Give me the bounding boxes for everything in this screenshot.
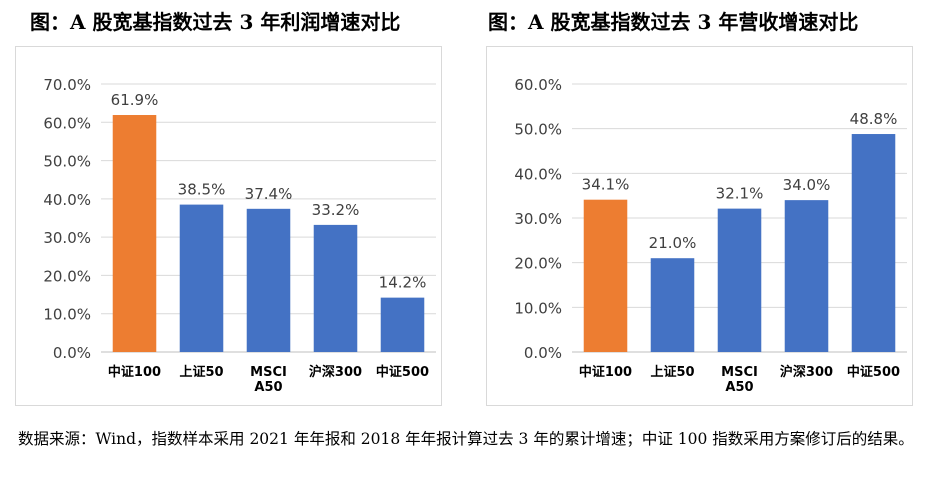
profit-category-label: 中证500 (376, 364, 429, 380)
profit-bar (246, 208, 291, 352)
revenue-data-label: 34.1% (582, 176, 630, 194)
profit-category-label: 上证50 (179, 365, 223, 380)
revenue-bar (717, 208, 762, 352)
profit-growth-chart: 0.0% 10.0% 20.0% 30.0% 40.0% 50.0% 60.0% 70.0% 6… (15, 46, 442, 406)
profit-ytick-label: 30.0% (43, 229, 91, 247)
revenue-ytick-label: 10.0% (514, 299, 562, 317)
profit-bar (112, 115, 157, 352)
revenue-ytick-label: 50.0% (514, 121, 562, 139)
profit-category-label: MSCI A50 (250, 365, 287, 395)
revenue-category-label: 上证50 (650, 365, 694, 380)
revenue-bar (583, 199, 628, 352)
revenue-growth-chart: 0.0% 10.0% 20.0% 30.0% 40.0% 50.0% 60.0% 34.1% 中… (486, 46, 913, 406)
profit-data-label: 33.2% (312, 201, 360, 219)
chart-title-profit: 图：A 股宽基指数过去 3 年利润增速对比 (30, 10, 401, 34)
revenue-bar (784, 200, 829, 352)
profit-data-label: 38.5% (178, 181, 226, 199)
profit-category-label: 沪深300 (309, 364, 362, 380)
profit-ytick-label: 0.0% (53, 344, 91, 362)
revenue-data-label: 48.8% (850, 110, 898, 128)
profit-ytick-label: 40.0% (43, 191, 91, 209)
profit-bar (313, 224, 358, 352)
profit-ytick-label: 70.0% (43, 76, 91, 94)
profit-bar (380, 297, 425, 352)
revenue-ytick-label: 40.0% (514, 165, 562, 183)
revenue-ytick-label: 20.0% (514, 255, 562, 273)
profit-data-label: 37.4% (245, 185, 293, 203)
profit-data-label: 61.9% (111, 91, 159, 109)
revenue-bar (851, 134, 896, 352)
profit-category-label: 中证100 (108, 364, 161, 380)
revenue-data-label: 21.0% (649, 234, 697, 252)
revenue-category-label: 中证100 (579, 364, 632, 380)
chart-title-revenue: 图：A 股宽基指数过去 3 年营收增速对比 (488, 10, 859, 34)
source-note: 数据来源：Wind，指数样本采用 2021 年年报和 2018 年年报计算过去 … (18, 430, 914, 448)
profit-ytick-label: 60.0% (43, 114, 91, 132)
revenue-category-label: 中证500 (847, 364, 900, 380)
revenue-ytick-label: 0.0% (524, 344, 562, 362)
revenue-bar (650, 258, 695, 352)
profit-data-label: 14.2% (379, 274, 427, 292)
revenue-ytick-label: 60.0% (514, 76, 562, 94)
profit-ytick-label: 50.0% (43, 153, 91, 171)
revenue-ytick-label: 30.0% (514, 210, 562, 228)
revenue-category-label: 沪深300 (780, 364, 833, 380)
revenue-category-label: MSCI A50 (721, 365, 758, 395)
profit-ytick-label: 20.0% (43, 267, 91, 285)
revenue-growth-chart-svg: 0.0% 10.0% 20.0% 30.0% 40.0% 50.0% 60.0% 34.1% 中… (514, 76, 907, 395)
profit-growth-chart-svg: 0.0% 10.0% 20.0% 30.0% 40.0% 50.0% 60.0% 70.0% 6… (43, 76, 436, 395)
revenue-data-label: 32.1% (716, 185, 764, 203)
revenue-data-label: 34.0% (783, 176, 831, 194)
profit-ytick-label: 10.0% (43, 306, 91, 324)
profit-bar (179, 204, 224, 352)
